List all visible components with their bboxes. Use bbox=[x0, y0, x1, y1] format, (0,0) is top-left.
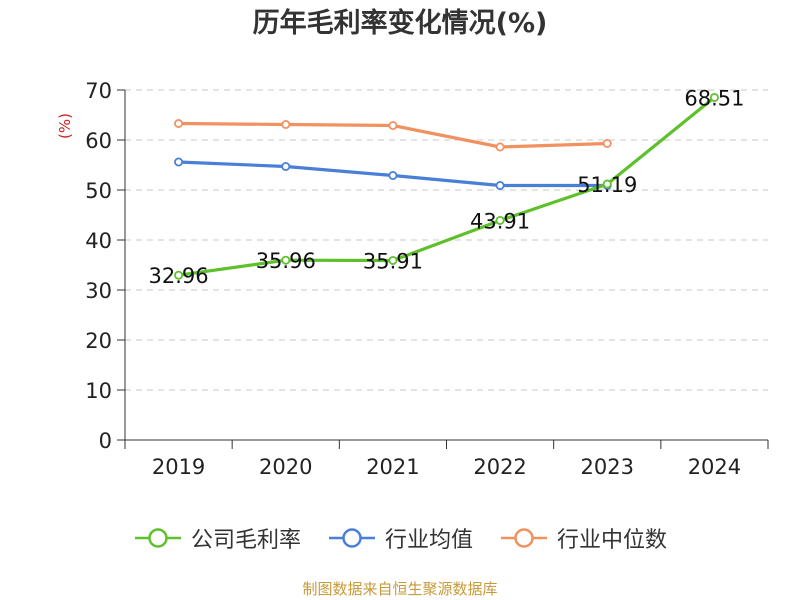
axes: 0 10 20 30 40 50 60 70 (%) 2019 2020 2021 2022 2023 20… bbox=[56, 79, 769, 479]
legend-label: 行业中位数 bbox=[557, 528, 668, 553]
legend-marker-icon bbox=[134, 528, 181, 548]
x-tick-label: 2020 bbox=[259, 455, 312, 479]
x-tick-label: 2023 bbox=[581, 455, 634, 479]
x-tick-label: 2021 bbox=[366, 455, 419, 479]
legend-marker-icon bbox=[328, 528, 375, 548]
y-tick-label: 0 bbox=[99, 429, 112, 453]
legend: 公司毛利率 行业均值 行业中位数 bbox=[0, 518, 800, 558]
legend-label: 公司毛利率 bbox=[190, 528, 301, 553]
series-layer bbox=[174, 92, 719, 280]
data-label: 43.91 bbox=[470, 209, 530, 233]
data-point bbox=[281, 120, 291, 130]
data-point bbox=[281, 255, 291, 265]
data-point bbox=[174, 270, 184, 280]
data-label: 68.51 bbox=[684, 86, 744, 110]
legend-label: 行业均值 bbox=[384, 528, 473, 553]
legend-marker-icon bbox=[501, 528, 547, 548]
y-tick-label: 50 bbox=[85, 179, 112, 203]
data-label: 35.91 bbox=[363, 249, 423, 273]
y-tick-label: 30 bbox=[85, 279, 112, 303]
data-point bbox=[281, 161, 291, 171]
data-point bbox=[388, 121, 398, 131]
data-label: 51.19 bbox=[577, 173, 637, 197]
y-tick-label: 40 bbox=[85, 229, 112, 253]
series-line bbox=[178, 96, 716, 277]
legend-item[interactable]: 公司毛利率 bbox=[133, 522, 301, 554]
data-point bbox=[174, 157, 184, 167]
data-point bbox=[602, 179, 612, 189]
y-tick-label: 70 bbox=[85, 79, 112, 103]
y-tick-label: 10 bbox=[85, 379, 112, 403]
data-point bbox=[495, 180, 505, 190]
line-chart: 0 10 20 30 40 50 60 70 (%) 2019 2020 2021 2022 2023 20… bbox=[56, 79, 769, 479]
legend-item[interactable]: 行业均值 bbox=[327, 522, 473, 554]
y-tick-label: 20 bbox=[85, 329, 112, 353]
x-tick-label: 2022 bbox=[473, 455, 526, 479]
data-point bbox=[495, 215, 505, 225]
data-point bbox=[602, 138, 612, 148]
x-tick-label: 2019 bbox=[152, 455, 205, 479]
data-point bbox=[709, 92, 719, 102]
data-labels: 32.96 35.96 35.91 43.91 51.19 68.51 bbox=[149, 86, 745, 288]
y-tick-label: 60 bbox=[85, 129, 112, 153]
data-label: 32.96 bbox=[149, 264, 209, 288]
data-label: 35.96 bbox=[256, 249, 316, 273]
source-note: 制图数据来自恒生聚源数据库 bbox=[302, 580, 498, 598]
data-point bbox=[388, 170, 398, 180]
x-tick-label: 2024 bbox=[688, 455, 741, 479]
data-point bbox=[495, 142, 505, 152]
data-point bbox=[388, 255, 398, 265]
data-point bbox=[174, 119, 184, 129]
legend-item[interactable]: 行业中位数 bbox=[499, 522, 667, 554]
y-axis-title: (%) bbox=[56, 113, 74, 139]
chart-title: 历年毛利率变化情况(%) bbox=[252, 8, 548, 39]
